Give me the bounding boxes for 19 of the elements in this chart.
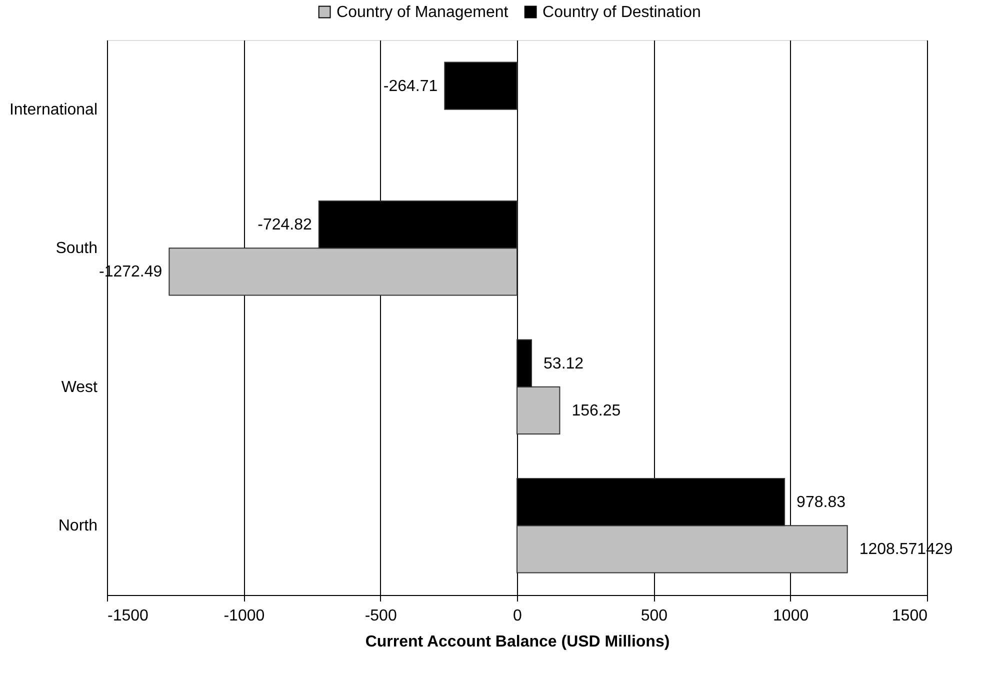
data-label: 53.12: [544, 355, 584, 372]
y-tick-label: South: [56, 240, 98, 258]
x-tick-label: -1000: [224, 608, 265, 624]
data-label: 978.83: [796, 494, 846, 512]
x-tick-label: 0: [513, 608, 522, 624]
x-tick-label: 500: [640, 608, 668, 624]
y-tick-label: West: [61, 378, 98, 396]
legend-label: Country of Destination: [542, 4, 701, 21]
x-tick-label: 1000: [773, 608, 809, 624]
x-tick-label: -500: [364, 608, 397, 624]
x-tick-label: -1500: [108, 608, 149, 624]
x-tick-label: 1500: [892, 608, 928, 624]
x-axis-title: Current Account Balance (USD Millions): [365, 634, 670, 650]
y-tick-label: International: [9, 101, 98, 118]
data-label: -724.82: [258, 216, 312, 234]
y-tick-label: North: [58, 518, 98, 535]
data-label: 156.25: [572, 402, 621, 420]
data-label: -264.71: [383, 78, 438, 95]
legend-label: Country of Management: [336, 4, 509, 21]
